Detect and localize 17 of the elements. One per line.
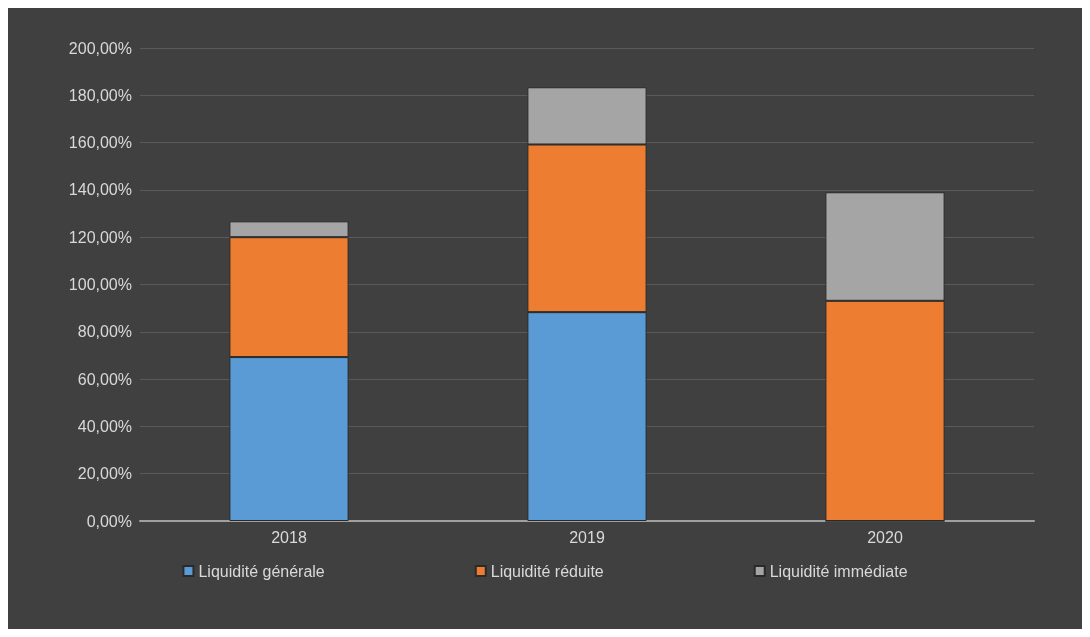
y-tick-label: 60,00% [77,370,132,388]
y-tick-label: 80,00% [77,323,132,341]
x-tick-label: 2019 [569,528,605,546]
y-tick-label: 200,00% [68,39,132,57]
x-tick-label: 2020 [867,528,903,546]
y-tick-label: 140,00% [68,181,132,199]
y-tick-label: 100,00% [68,276,132,293]
legend-label: Liquidité immédiate [769,562,908,580]
y-tick-label: 160,00% [68,134,132,152]
legend-label: Liquidité générale [198,562,325,580]
y-tick-label: 0,00% [86,512,132,530]
y-tick-label: 40,00% [77,417,132,435]
x-tick-label: 2018 [271,528,307,546]
legend-label: Liquidité réduite [490,562,604,580]
y-tick-label: 20,00% [77,465,132,483]
y-tick-label: 180,00% [68,86,132,104]
y-tick-label: 120,00% [68,228,132,246]
